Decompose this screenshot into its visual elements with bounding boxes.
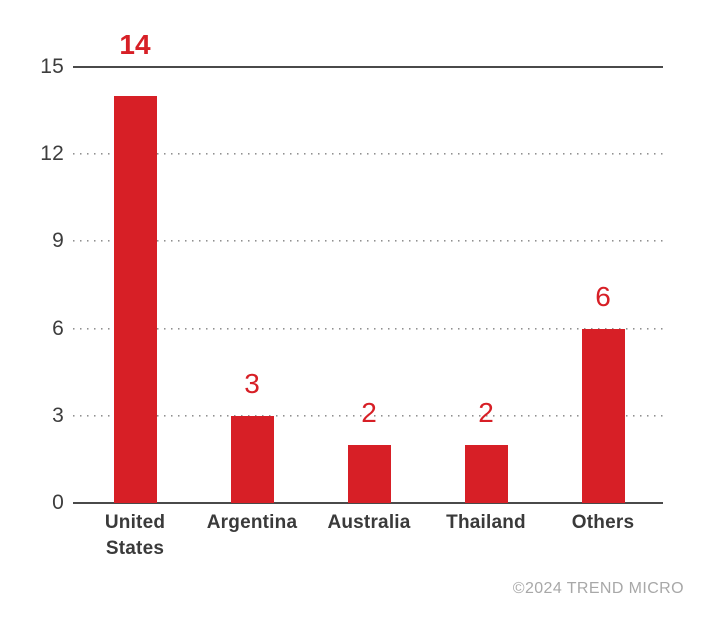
value-label-australia: 2 (361, 396, 377, 428)
y-axis-label-6: 6 (52, 316, 64, 340)
x-axis-label-united-states: United States (104, 512, 166, 559)
y-axis-label-12: 12 (40, 142, 64, 166)
gridline-12 (73, 153, 663, 156)
x-axis-label-thailand: Thailand (446, 512, 526, 533)
y-axis-label-15: 15 (40, 55, 64, 78)
value-label-others: 6 (595, 280, 611, 312)
y-axis-label-3: 3 (52, 403, 64, 427)
bar-argentina (230, 415, 274, 503)
y-axis-label-0: 0 (52, 491, 64, 514)
gridline-6 (73, 327, 663, 330)
copyright-text: ©2024 TREND MICRO (512, 580, 684, 597)
x-axis-label-australia: Australia (327, 512, 411, 533)
value-label-united-states: 14 (119, 29, 151, 60)
x-axis-label-argentina: Argentina (206, 512, 298, 533)
gridline-9 (73, 240, 663, 243)
y-axis-label-9: 9 (52, 229, 64, 253)
gridline-3 (73, 414, 663, 417)
bar-united-states (113, 96, 157, 503)
value-label-thailand: 2 (478, 396, 494, 428)
x-axis-line (73, 502, 663, 504)
bar-thailand (464, 444, 508, 503)
bar-others (581, 328, 625, 503)
bar-australia (347, 444, 391, 503)
x-axis-label-others: Others (571, 512, 635, 533)
gridline-15 (73, 66, 663, 68)
value-label-argentina: 3 (244, 367, 260, 399)
